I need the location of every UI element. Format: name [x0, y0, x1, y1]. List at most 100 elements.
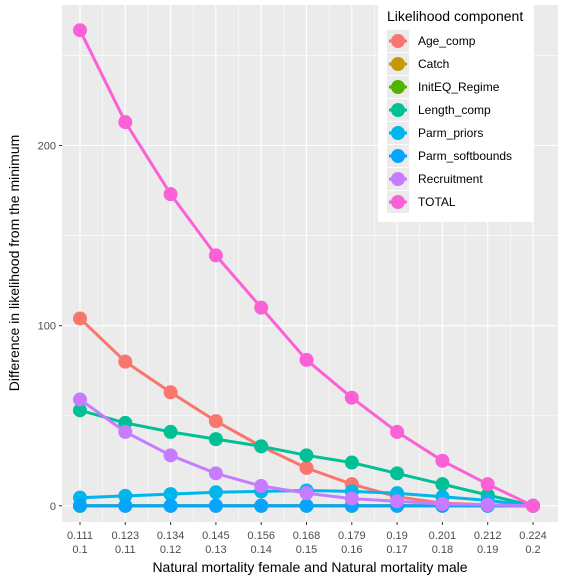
data-point: [344, 491, 359, 506]
legend-items: Age_comp Catch InitEQ_Regime Length_comp Par…: [387, 30, 512, 213]
legend-title: Likelihood component: [387, 8, 523, 24]
data-point: [390, 424, 405, 439]
legend-key-dot: [391, 34, 405, 48]
x-axis-title: Natural mortality female and Natural mor…: [152, 559, 467, 575]
legend-label: Recruitment: [418, 172, 483, 186]
x-tick-label-male: 0.13: [205, 544, 226, 556]
data-point: [254, 498, 269, 513]
x-tick-label-female: 0.123: [112, 530, 140, 542]
legend-label: Length_comp: [418, 103, 491, 117]
legend-key-dot: [391, 172, 405, 186]
legend-label: Parm_priors: [418, 126, 483, 140]
x-tick-label-female: 0.224: [519, 530, 547, 542]
y-axis: 0 100 200: [38, 141, 62, 513]
data-point: [299, 486, 314, 501]
data-point: [73, 23, 87, 38]
y-tick-label: 0: [50, 501, 56, 513]
y-axis-title: Difference in likelihood from the minimu…: [6, 135, 22, 392]
legend-item: InitEQ_Regime: [387, 76, 500, 98]
x-tick-label-female: 0.145: [202, 530, 230, 542]
x-tick-label-male: 0.12: [160, 544, 181, 556]
legend-key-dot: [391, 126, 405, 140]
legend-item: Length_comp: [387, 99, 491, 121]
legend-label: Catch: [418, 57, 449, 71]
data-point: [73, 498, 87, 513]
x-tick-label-female: 0.19: [386, 530, 407, 542]
series-total: [73, 23, 540, 513]
x-tick-label-female: 0.212: [474, 530, 502, 542]
x-tick-label-male: 0.1: [72, 544, 87, 556]
data-point: [208, 498, 223, 513]
legend-label: InitEQ_Regime: [418, 80, 500, 94]
legend-item: Catch: [387, 53, 449, 75]
x-tick-label-male: 0.17: [386, 544, 407, 556]
x-tick-label-male: 0.19: [477, 544, 498, 556]
x-tick-label-male: 0.16: [341, 544, 362, 556]
series-layer: [73, 23, 540, 513]
data-point: [480, 497, 495, 512]
legend-label: Parm_softbounds: [418, 149, 512, 163]
legend-item: Age_comp: [387, 30, 476, 52]
legend-key-dot: [391, 80, 405, 94]
legend-item: Parm_priors: [387, 122, 483, 144]
data-point: [163, 448, 178, 463]
data-point: [163, 385, 178, 400]
data-point: [118, 115, 133, 130]
x-tick-label-female: 0.179: [338, 530, 366, 542]
data-point: [163, 424, 178, 439]
data-point: [118, 424, 133, 439]
data-point: [526, 498, 540, 513]
x-tick-label-male: 0.11: [115, 544, 136, 556]
data-point: [435, 453, 450, 468]
data-point: [254, 300, 269, 315]
x-tick-label-female: 0.168: [293, 530, 321, 542]
data-point: [73, 392, 87, 407]
y-tick-label: 100: [38, 321, 56, 333]
data-point: [480, 477, 495, 492]
data-point: [73, 403, 87, 418]
legend-item: Parm_softbounds: [387, 145, 512, 167]
legend-label: Age_comp: [418, 34, 476, 48]
x-tick-label-male: 0.14: [250, 544, 271, 556]
data-point: [390, 466, 405, 481]
legend-item: TOTAL: [387, 191, 456, 213]
legend-label: TOTAL: [418, 195, 456, 209]
x-tick-label-female: 0.111: [67, 530, 93, 542]
data-point: [435, 496, 450, 511]
data-point: [208, 485, 223, 500]
data-point: [163, 187, 178, 202]
x-tick-label-female: 0.201: [429, 530, 457, 542]
legend-key-dot: [391, 149, 405, 163]
y-tick-label: 200: [38, 141, 56, 153]
minor-gridlines: [62, 5, 558, 522]
legend-item: Recruitment: [387, 168, 483, 190]
data-point: [299, 448, 314, 463]
data-point: [208, 414, 223, 429]
data-point: [344, 455, 359, 470]
legend-key-dot: [391, 195, 405, 209]
data-point: [435, 477, 450, 492]
data-point: [118, 498, 133, 513]
data-point: [390, 494, 405, 509]
data-point: [163, 487, 178, 502]
x-tick-label-female: 0.156: [247, 530, 275, 542]
x-tick-label-male: 0.2: [525, 544, 540, 556]
data-point: [208, 466, 223, 481]
legend: Likelihood component Age_comp Catch InitEQ…: [378, 4, 534, 222]
legend-key-dot: [391, 57, 405, 71]
data-point: [163, 498, 178, 513]
x-tick-label-female: 0.134: [157, 530, 185, 542]
x-axis: 0.111 0.1 0.123 0.11 0.134 0.12 0.145 0.13 0.156…: [67, 522, 547, 556]
data-point: [344, 390, 359, 405]
x-tick-label-male: 0.15: [296, 544, 317, 556]
data-point: [254, 439, 269, 454]
x-tick-label-male: 0.18: [432, 544, 453, 556]
data-point: [73, 311, 87, 326]
data-point: [118, 488, 133, 503]
data-point: [299, 352, 314, 367]
data-point: [208, 248, 223, 263]
data-point: [118, 354, 133, 369]
data-point: [254, 478, 269, 493]
legend-key-dot: [391, 103, 405, 117]
